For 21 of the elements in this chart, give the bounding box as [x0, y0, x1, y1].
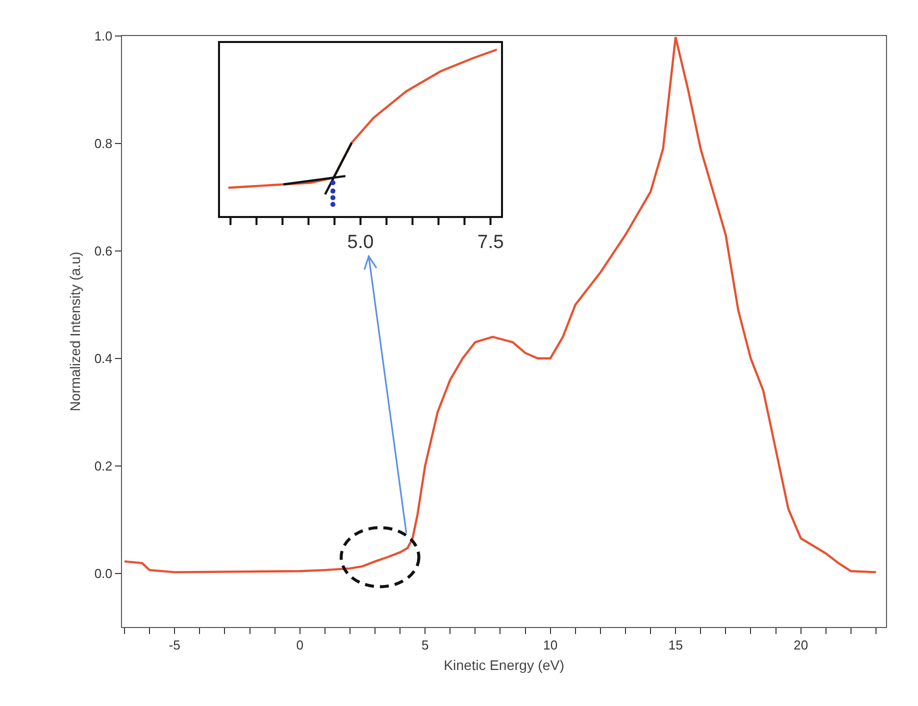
line-series [123, 36, 878, 574]
x-tick-label: 0 [296, 638, 304, 653]
point [330, 188, 336, 194]
y-tick-label: 0.0 [94, 566, 112, 581]
y-tick-label: 0.4 [94, 350, 112, 366]
y-tick-label: 0.8 [94, 136, 112, 151]
x-tick-label: 15 [668, 638, 683, 653]
point [330, 202, 336, 207]
x-axis-title: Kinetic Energy (eV) [444, 656, 564, 673]
x-tick-label: 20 [794, 638, 808, 653]
y-axis-title: Normalized Intensity (a.u) [66, 252, 83, 412]
y-tick-label: 0.2 [94, 458, 112, 474]
y-tick-label: 0.6 [94, 243, 112, 258]
y-tick-label: 1.0 [94, 28, 112, 44]
point [330, 195, 336, 200]
x-tick-label: 7.5 [477, 232, 504, 253]
x-tick-label: 5.0 [347, 232, 374, 253]
x-tick-label: -5 [168, 638, 180, 653]
x-tick-label: 5 [421, 638, 429, 653]
point [330, 180, 336, 186]
x-tick-label: 10 [543, 638, 558, 653]
